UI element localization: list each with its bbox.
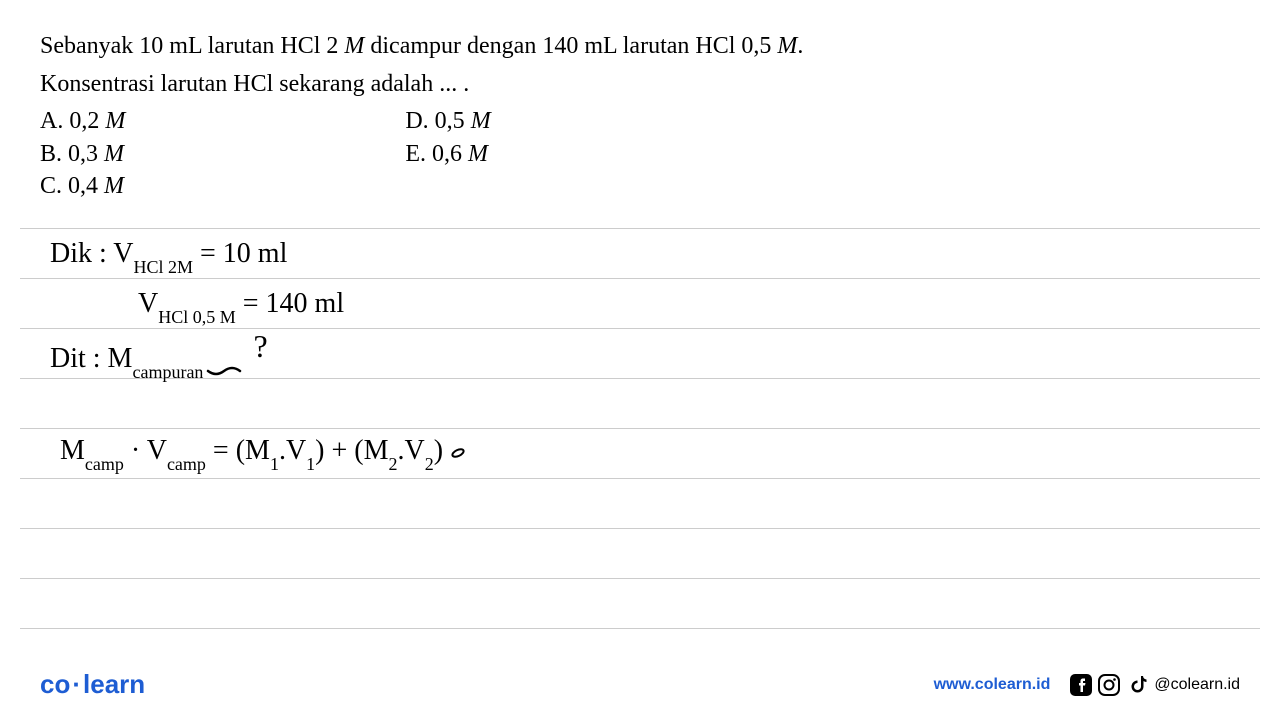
option-a-label: A. 0,2 xyxy=(40,108,105,134)
hw-line-2: VHCl 0,5 M = 140 ml xyxy=(138,288,344,324)
hw-4-s2: camp xyxy=(167,454,206,474)
options-col-1: A. 0,2 M B. 0,3 M C. 0,4 M xyxy=(40,105,125,202)
hw-2-sub: HCl 0,5 M xyxy=(158,307,236,327)
logo-co: co xyxy=(40,669,70,699)
ruled-line xyxy=(20,528,1260,529)
ruled-line xyxy=(20,278,1260,279)
option-e-label: E. 0,6 xyxy=(405,141,468,167)
hw-2-post: = 140 ml xyxy=(236,288,344,319)
q-m-1: M xyxy=(344,33,364,59)
social-handle: @colearn.id xyxy=(1154,676,1240,694)
hw-1-pre: Dik : V xyxy=(50,238,134,269)
hw-2-pre: V xyxy=(138,288,158,319)
squiggle-icon xyxy=(206,359,256,379)
tiktok-icon xyxy=(1126,674,1148,696)
question-line-1: Sebanyak 10 mL larutan HCl 2 M dicampur … xyxy=(40,30,1240,64)
option-c-label: C. 0,4 xyxy=(40,173,104,199)
logo-learn: learn xyxy=(83,669,145,699)
ruled-line xyxy=(20,328,1260,329)
hw-4-m1: · V xyxy=(124,435,167,466)
hw-3-sub: campuran xyxy=(132,362,203,382)
ruled-line xyxy=(20,628,1260,629)
option-c: C. 0,4 M xyxy=(40,170,125,202)
hw-line-1: Dik : VHCl 2M = 10 ml xyxy=(50,238,287,274)
social-icons: @colearn.id xyxy=(1070,674,1240,696)
option-d: D. 0,5 M xyxy=(405,105,490,137)
q-text-1: Sebanyak 10 mL larutan HCl 2 xyxy=(40,33,344,59)
option-b-label: B. 0,3 xyxy=(40,141,104,167)
option-a-unit: M xyxy=(105,108,125,134)
option-e-unit: M xyxy=(468,141,488,167)
work-area: Dik : VHCl 2M = 10 ml VHCl 0,5 M = 140 m… xyxy=(0,220,1280,640)
instagram-icon xyxy=(1098,674,1120,696)
options-col-2: D. 0,5 M E. 0,6 M xyxy=(405,105,490,202)
hw-4-m4: ) + (M xyxy=(315,435,388,466)
q-m-2: M xyxy=(777,33,797,59)
hw-4-m2: = (M xyxy=(206,435,270,466)
ruled-line xyxy=(20,478,1260,479)
hw-4-m5: .V xyxy=(398,435,425,466)
question-line-2: Konsentrasi larutan HCl sekarang adalah … xyxy=(40,68,1240,102)
hw-1-post: = 10 ml xyxy=(193,238,287,269)
hw-4-pre: M xyxy=(60,435,85,466)
facebook-icon xyxy=(1070,674,1092,696)
options-container: A. 0,2 M B. 0,3 M C. 0,4 M D. 0,5 M E. 0… xyxy=(40,105,1240,202)
ruled-line xyxy=(20,578,1260,579)
hw-3-post: ? xyxy=(253,328,267,364)
option-c-unit: M xyxy=(104,173,124,199)
hw-4-s1: camp xyxy=(85,454,124,474)
ruled-line xyxy=(20,428,1260,429)
q-text-3: . xyxy=(797,33,803,59)
hw-4-m3: .V xyxy=(279,435,306,466)
small-mark-icon xyxy=(450,446,468,460)
logo-dot: · xyxy=(72,669,81,699)
option-b: B. 0,3 M xyxy=(40,138,125,170)
footer-right: www.colearn.id @colearn.id xyxy=(934,674,1240,696)
q-text-2: dicampur dengan 140 mL larutan HCl 0,5 xyxy=(364,33,777,59)
website-link: www.colearn.id xyxy=(934,676,1051,694)
hw-line-4: Mcamp · Vcamp = (M1.V1) + (M2.V2) xyxy=(60,435,468,471)
option-d-label: D. 0,5 xyxy=(405,108,470,134)
hw-4-s5: 2 xyxy=(389,454,398,474)
hw-4-s3: 1 xyxy=(270,454,279,474)
option-b-unit: M xyxy=(104,141,124,167)
hw-4-end: ) xyxy=(434,435,450,466)
option-a: A. 0,2 M xyxy=(40,105,125,137)
hw-3-pre: Dit : M xyxy=(50,343,132,374)
option-e: E. 0,6 M xyxy=(405,138,490,170)
ruled-line xyxy=(20,228,1260,229)
hw-4-s4: 1 xyxy=(306,454,315,474)
hw-4-s6: 2 xyxy=(425,454,434,474)
footer: co·learn www.colearn.id @colearn.id xyxy=(0,669,1280,700)
logo: co·learn xyxy=(40,669,145,700)
hw-1-sub: HCl 2M xyxy=(134,257,194,277)
hw-line-3: Dit : Mcampuran ? xyxy=(50,338,278,379)
option-d-unit: M xyxy=(471,108,491,134)
